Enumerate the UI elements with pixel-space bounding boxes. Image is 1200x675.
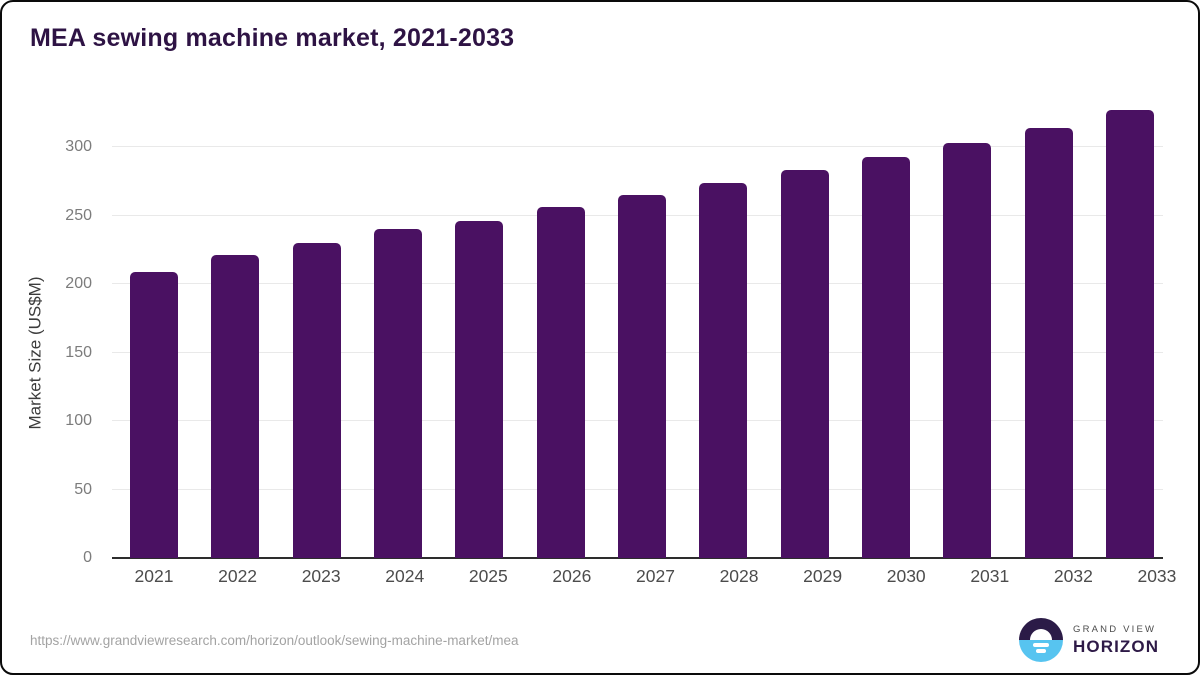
x-tick-2029: 2029 (803, 566, 843, 586)
x-tick-2021: 2021 (134, 566, 174, 586)
x-tick-2028: 2028 (719, 566, 759, 586)
x-tick-2026: 2026 (552, 566, 592, 586)
x-tick-2032: 2032 (1053, 566, 1093, 586)
y-tick-250: 250 (65, 206, 92, 224)
bar-2027 (617, 195, 666, 558)
x-axis-tick-labels: 2021 2022 2023 2024 2025 2026 2027 2028 2029 2030… (112, 566, 1190, 587)
bar-2023 (292, 243, 341, 558)
bar-2022 (211, 255, 260, 558)
x-tick-2024: 2024 (385, 566, 425, 586)
bar-series (112, 100, 1163, 558)
bar-2032 (1024, 128, 1073, 558)
y-tick-200: 200 (65, 275, 92, 292)
x-tick-2033: 2033 (1137, 566, 1177, 586)
y-tick-100: 100 (65, 412, 92, 429)
x-tick-2022: 2022 (218, 566, 258, 586)
logo-brand-name: GRAND VIEW (1073, 623, 1157, 635)
x-axis-line (112, 557, 1163, 559)
bar-2031 (943, 143, 992, 558)
gridline-300 (112, 146, 1163, 147)
y-tick-50: 50 (74, 480, 92, 498)
bar-2033 (1105, 110, 1154, 558)
logo-product-name: HORIZON (1073, 636, 1160, 656)
x-tick-2025: 2025 (468, 566, 508, 586)
y-axis-title: Market Size (US$M) (26, 275, 45, 430)
x-tick-2023: 2023 (301, 566, 341, 586)
bar-2026 (536, 207, 585, 558)
bar-2030 (861, 157, 910, 558)
y-tick-150: 150 (65, 343, 92, 361)
chart-title: MEA sewing machine market, 2021-2033 (30, 24, 515, 52)
x-tick-2030: 2030 (886, 566, 926, 586)
source-url: https://www.grandviewresearch.com/horizo… (30, 633, 519, 648)
bar-2025 (455, 221, 504, 558)
y-tick-0: 0 (83, 549, 92, 566)
plot-area (112, 100, 1163, 559)
x-tick-2027: 2027 (636, 566, 675, 586)
logo-text: GRAND VIEW HORIZON (1073, 624, 1159, 657)
y-tick-300: 300 (65, 138, 92, 155)
y-axis-tick-labels: 0 50 100 150 200 250 300 (52, 100, 100, 566)
bar-2021 (130, 272, 178, 558)
horizon-sun-icon (1019, 618, 1063, 662)
bar-2028 (699, 183, 748, 558)
x-tick-2031: 2031 (970, 566, 1010, 586)
bar-2029 (780, 170, 829, 558)
grand-view-horizon-logo: GRAND VIEW HORIZON (1019, 618, 1159, 662)
bar-2024 (373, 229, 422, 558)
